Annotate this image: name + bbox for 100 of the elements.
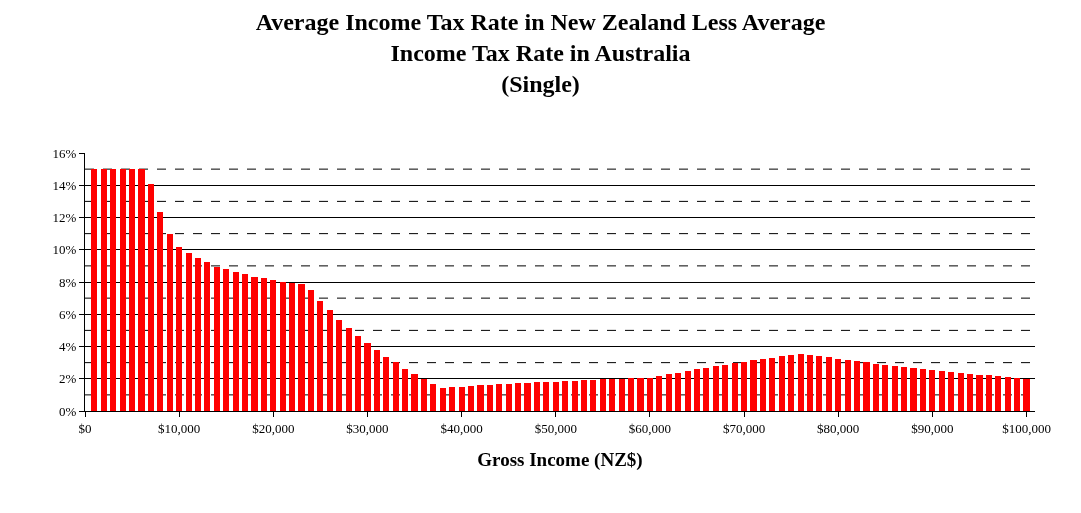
bar [798, 354, 804, 411]
y-tick-label: 16% [52, 145, 77, 161]
bar [562, 381, 568, 411]
bar [487, 385, 493, 411]
bar [242, 274, 248, 411]
bar [835, 359, 841, 411]
bar [327, 310, 333, 411]
bar [214, 267, 220, 411]
chart-title: Average Income Tax Rate in New Zealand Less Average Income Tax Rate in Australia (Single) [255, 9, 826, 98]
bar [910, 368, 917, 411]
bar [280, 282, 286, 411]
bar [430, 384, 436, 411]
bar [524, 383, 531, 411]
bar [685, 371, 691, 411]
bar [261, 278, 267, 411]
bar [590, 380, 596, 411]
x-tick-label: $70,000 [722, 420, 766, 436]
bar [986, 375, 992, 411]
bar [873, 364, 879, 411]
bar [713, 366, 719, 411]
bar [251, 277, 258, 411]
bar [901, 367, 907, 411]
bar [233, 272, 239, 411]
bar [760, 359, 766, 411]
bar [769, 358, 775, 411]
bar [845, 360, 851, 411]
bar [91, 169, 97, 411]
bar [468, 386, 474, 411]
bar [449, 387, 455, 411]
bar [355, 336, 361, 411]
x-tick-label: $80,000 [817, 420, 860, 436]
bar [948, 372, 954, 411]
bar [346, 328, 352, 411]
bar [637, 378, 644, 411]
bar [675, 373, 681, 411]
bar [572, 381, 578, 411]
bar [788, 355, 794, 411]
bar [364, 343, 371, 411]
bar [148, 184, 154, 411]
x-tick-label: $100,000 [1002, 420, 1051, 436]
bar [543, 382, 549, 411]
bar [204, 262, 210, 411]
x-tick-label: $10,000 [158, 420, 201, 436]
bar [167, 234, 173, 411]
x-tick-label: $40,000 [440, 420, 483, 436]
bar [722, 365, 728, 411]
bar [882, 365, 888, 411]
bar [477, 385, 484, 411]
y-tick-label: 10% [52, 242, 77, 258]
y-tick-label: 6% [59, 306, 77, 322]
bar [732, 363, 738, 411]
bar [317, 301, 323, 411]
bar [129, 169, 135, 411]
bar [779, 356, 785, 411]
x-tick-label: $90,000 [911, 420, 954, 436]
bar [402, 369, 408, 411]
bar [656, 376, 662, 411]
bar [553, 382, 559, 411]
x-axis-title: Gross Income (NZ$) [477, 449, 643, 472]
bar [157, 212, 163, 411]
bar [826, 357, 832, 411]
bar [976, 375, 983, 411]
bar [1005, 377, 1011, 411]
bar [967, 374, 973, 411]
bar [289, 283, 295, 411]
bar [138, 169, 145, 411]
bar [223, 269, 229, 411]
bar [176, 247, 182, 411]
bar [110, 169, 116, 411]
bar [459, 387, 465, 411]
bar [440, 388, 446, 411]
y-tick-label: 0% [59, 403, 77, 419]
bar [298, 284, 305, 411]
bar [741, 362, 747, 411]
bar [336, 320, 342, 411]
x-tick-label: $60,000 [628, 420, 672, 436]
x-tick-label: $30,000 [346, 420, 389, 436]
bar [816, 356, 822, 411]
bar [863, 362, 870, 411]
bar [120, 169, 126, 411]
bar [308, 290, 314, 411]
bar [393, 362, 399, 411]
bar [854, 361, 860, 411]
bar [939, 371, 945, 411]
bar [581, 380, 587, 411]
bar [609, 379, 615, 411]
bar [1014, 378, 1020, 411]
x-tick-label: $50,000 [534, 420, 577, 436]
bar [920, 369, 926, 411]
bar [1023, 379, 1030, 411]
bar [506, 384, 512, 411]
x-tick-label: $20,000 [252, 420, 295, 436]
bar [186, 253, 192, 411]
bar [958, 373, 964, 411]
bar [995, 376, 1001, 411]
x-tick-label: $0 [78, 420, 92, 436]
bar [374, 350, 380, 411]
bar [666, 374, 672, 411]
bar [383, 357, 389, 411]
y-tick-label: 4% [59, 339, 77, 355]
